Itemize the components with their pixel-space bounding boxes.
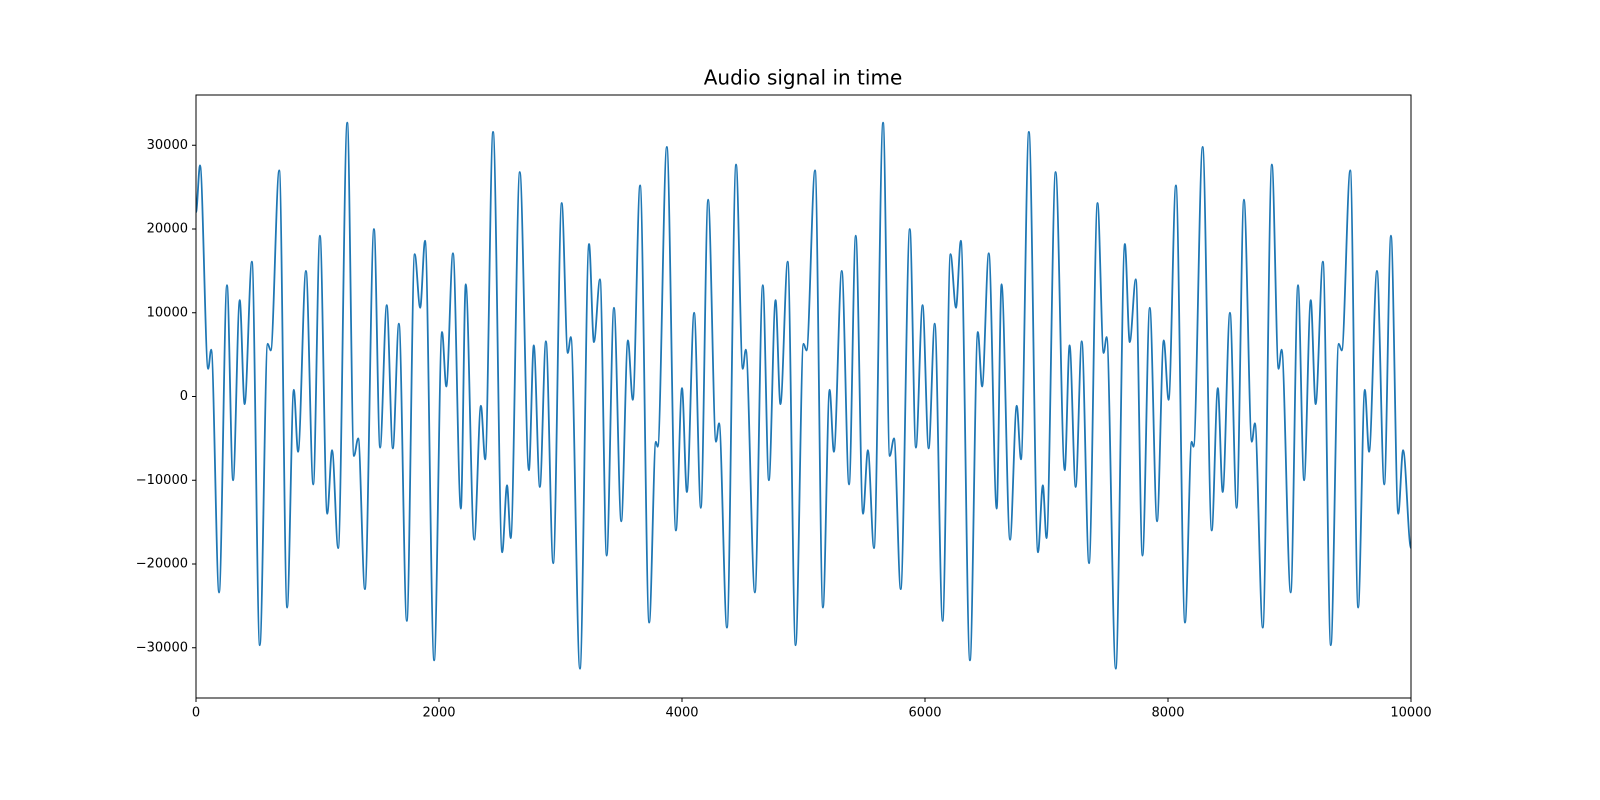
- x-tick-label: 2000: [422, 706, 455, 721]
- y-tick-label: −10000: [136, 473, 188, 488]
- x-tick-label: 0: [192, 706, 200, 721]
- y-tick-label: 10000: [147, 305, 188, 320]
- y-tick-label: −20000: [136, 557, 188, 572]
- signal-line: [196, 121, 1411, 670]
- y-tick-label: −30000: [136, 640, 188, 655]
- plot-frame: [195, 94, 1412, 699]
- y-tick-label: 30000: [147, 138, 188, 153]
- x-tick-label: 4000: [665, 706, 698, 721]
- x-tick-label: 10000: [1390, 706, 1431, 721]
- chart-title: Audio signal in time: [704, 66, 903, 90]
- y-tick-label: 20000: [147, 222, 188, 237]
- y-tick-label: 0: [180, 389, 188, 404]
- x-tick-label: 6000: [908, 706, 941, 721]
- x-tick-label: 8000: [1151, 706, 1184, 721]
